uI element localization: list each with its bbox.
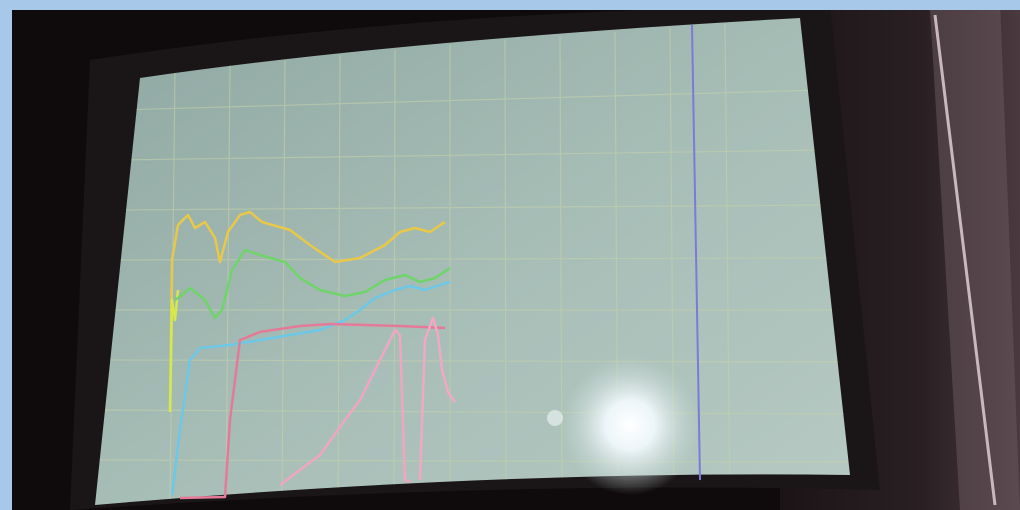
cursor-line [691, 24, 701, 481]
screen [95, 18, 850, 505]
small-reflection [547, 410, 563, 426]
edge-highlight [933, 14, 997, 506]
left-frame [0, 0, 12, 510]
light-reflection [560, 355, 700, 495]
traces [168, 210, 457, 500]
top-frame [0, 0, 1020, 10]
monitor-edge [930, 0, 1020, 510]
